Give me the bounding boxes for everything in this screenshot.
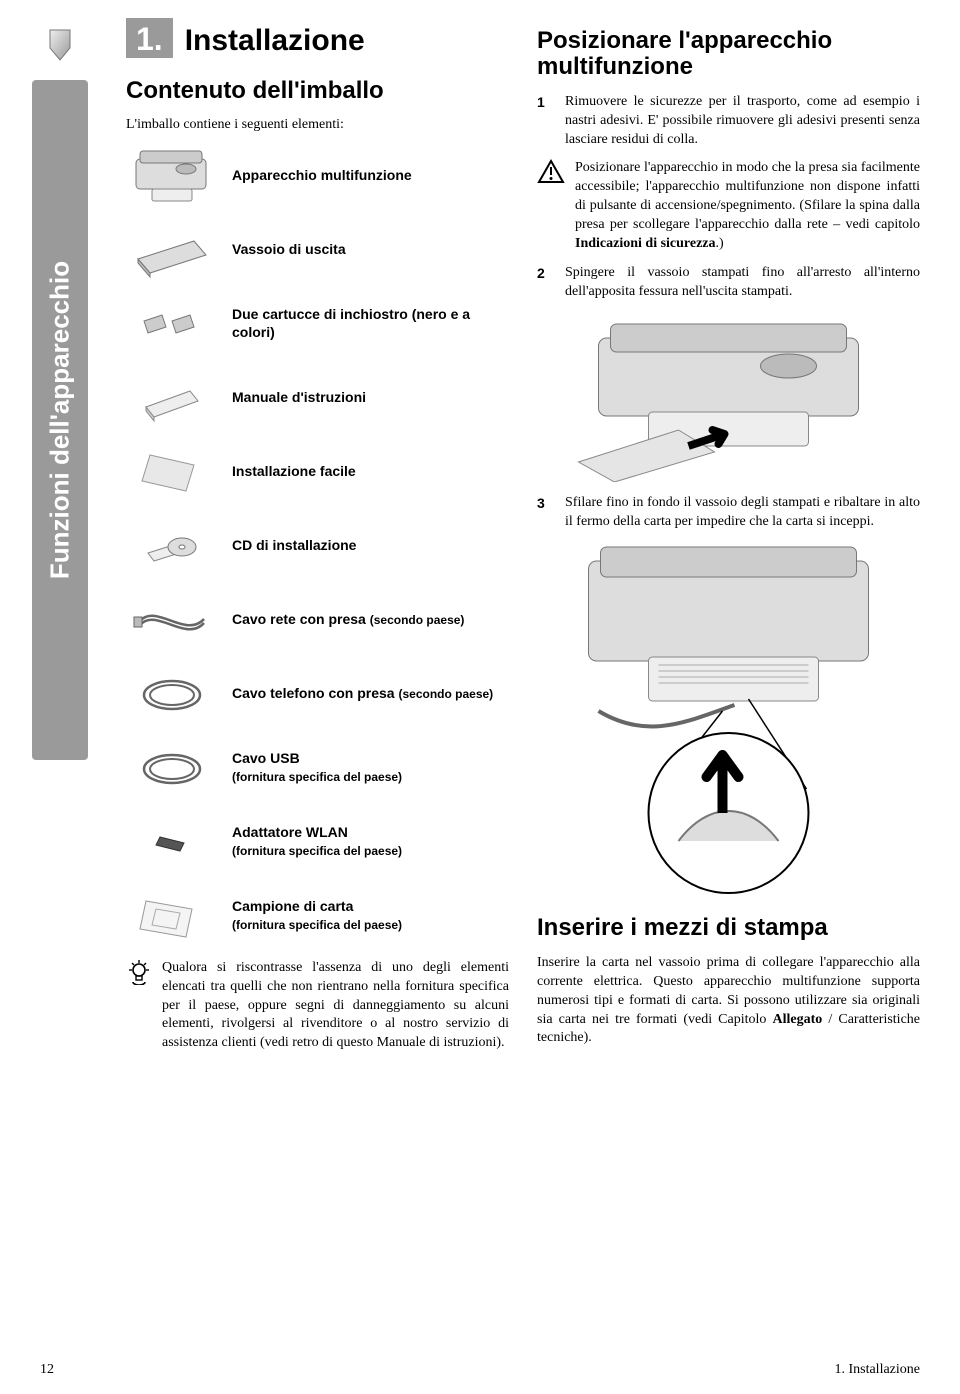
item-label: Cavo USB(fornitura specifica del paese) — [232, 750, 509, 785]
step-text: Sfilare fino in fondo il vassoio degli s… — [565, 494, 920, 532]
item-label: Vassoio di uscita — [232, 241, 509, 259]
usb-cable-icon — [126, 737, 218, 799]
insert-media-text: Inserire la carta nel vassoio prima di c… — [537, 954, 920, 1048]
step-text: Spingere il vassoio stampati fino all'ar… — [565, 264, 920, 302]
list-item: Cavo USB(fornitura specifica del paese) — [126, 737, 509, 799]
list-item: Adattatore WLAN(fornitura specifica del … — [126, 811, 509, 873]
page-footer: 12 1. Installazione — [40, 1361, 920, 1380]
step-2: 2 Spingere il vassoio stampati fino all'… — [537, 264, 920, 302]
chapter-title: Installazione — [185, 21, 365, 62]
warning-icon — [537, 159, 565, 253]
step-1: 1 Rimuovere le sicurezze per il trasport… — [537, 93, 920, 150]
step-3: 3 Sfilare fino in fondo il vassoio degli… — [537, 494, 920, 532]
right-heading-position: Posizionare l'apparecchio multifunzione — [537, 28, 920, 81]
cd-icon — [126, 515, 218, 577]
item-label: Cavo rete con presa (secondo paese) — [232, 611, 509, 629]
item-label: Campione di carta(fornitura specifica de… — [232, 898, 509, 933]
side-tab-label: Funzioni dell'apparecchio — [42, 261, 77, 579]
list-item: CD di installazione — [126, 515, 509, 577]
list-item: Cavo rete con presa (secondo paese) — [126, 589, 509, 651]
chapter-number: 1. — [126, 18, 173, 58]
page-number: 12 — [40, 1361, 54, 1380]
item-label: Due cartucce di inchiostro (nero e a col… — [232, 306, 509, 341]
quickstart-icon — [126, 441, 218, 503]
printer-tray-insert-illustration — [537, 312, 920, 482]
step-number: 3 — [537, 494, 553, 532]
item-label: Adattatore WLAN(fornitura specifica del … — [232, 824, 509, 859]
tray-icon — [126, 219, 218, 281]
item-label: Manuale d'istruzioni — [232, 389, 509, 407]
printer-icon — [126, 145, 218, 207]
list-item: Installazione facile — [126, 441, 509, 503]
step-number: 1 — [537, 93, 553, 150]
tip-note: Qualora si riscontrasse l'assenza di uno… — [126, 959, 509, 1053]
left-intro: L'imballo contiene i seguenti elementi: — [126, 116, 509, 135]
manual-icon — [126, 367, 218, 429]
power-cable-icon — [126, 589, 218, 651]
wlan-adapter-icon — [126, 811, 218, 873]
tip-text: Qualora si riscontrasse l'assenza di uno… — [162, 959, 509, 1053]
package-items-list: Apparecchio multifunzione Vassoio di usc… — [126, 145, 509, 947]
left-column: 1. Installazione Contenuto dell'imballo … — [126, 18, 509, 1058]
left-heading: Contenuto dell'imballo — [126, 78, 509, 104]
right-column: Posizionare l'apparecchio multifunzione … — [537, 18, 920, 1058]
phone-cable-icon — [126, 663, 218, 725]
side-tab: Funzioni dell'apparecchio — [32, 80, 88, 760]
list-item: Due cartucce di inchiostro (nero e a col… — [126, 293, 509, 355]
list-item: Campione di carta(fornitura specifica de… — [126, 885, 509, 947]
item-label: Apparecchio multifunzione — [232, 167, 509, 185]
item-label: Installazione facile — [232, 463, 509, 481]
right-heading-insert: Inserire i mezzi di stampa — [537, 915, 920, 941]
side-marker-icon — [46, 28, 74, 62]
warning-note: Posizionare l'apparecchio in modo che la… — [537, 159, 920, 253]
step-number: 2 — [537, 264, 553, 302]
warning-text: Posizionare l'apparecchio in modo che la… — [575, 159, 920, 253]
list-item: Vassoio di uscita — [126, 219, 509, 281]
list-item: Manuale d'istruzioni — [126, 367, 509, 429]
cartridges-icon — [126, 293, 218, 355]
list-item: Cavo telefono con presa (secondo paese) — [126, 663, 509, 725]
lightbulb-icon — [126, 959, 152, 1053]
paper-sample-icon — [126, 885, 218, 947]
step-text: Rimuovere le sicurezze per il trasporto,… — [565, 93, 920, 150]
item-label: Cavo telefono con presa (secondo paese) — [232, 685, 509, 703]
footer-section: 1. Installazione — [834, 1361, 920, 1380]
item-label: CD di installazione — [232, 537, 509, 555]
list-item: Apparecchio multifunzione — [126, 145, 509, 207]
printer-detail-illustration — [537, 541, 920, 901]
